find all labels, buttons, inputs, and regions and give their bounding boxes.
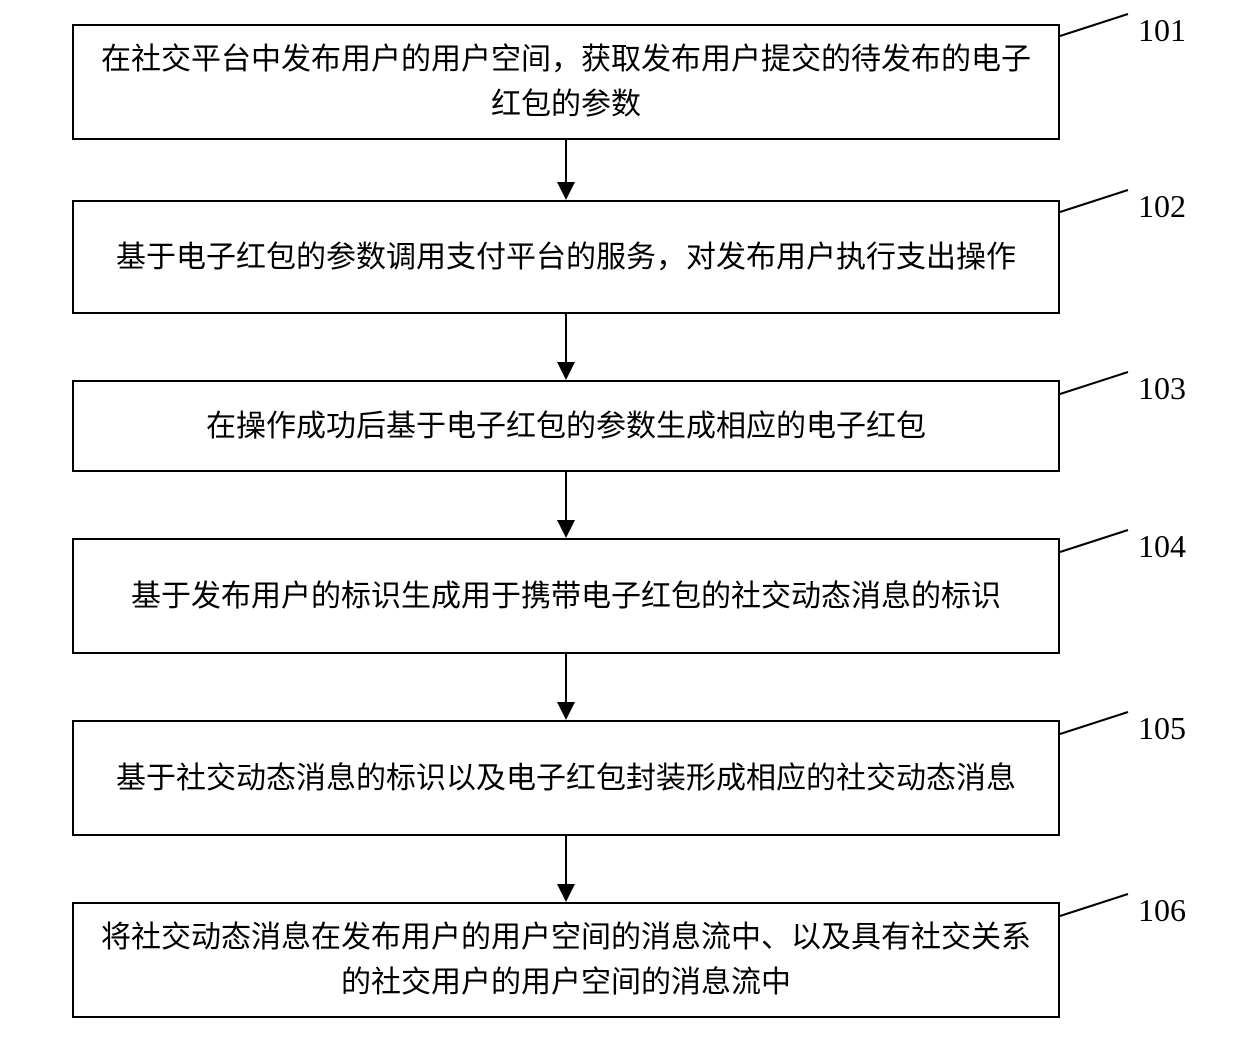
flowchart-step-box: 在社交平台中发布用户的用户空间，获取发布用户提交的待发布的电子红包的参数 bbox=[72, 24, 1060, 140]
flowchart-step-label: 101 bbox=[1138, 12, 1186, 49]
flowchart-step-box: 基于电子红包的参数调用支付平台的服务，对发布用户执行支出操作 bbox=[72, 200, 1060, 314]
flowchart-step-text: 在社交平台中发布用户的用户空间，获取发布用户提交的待发布的电子红包的参数 bbox=[94, 37, 1038, 127]
flowchart-step-label: 106 bbox=[1138, 892, 1186, 929]
flowchart-step-text: 将社交动态消息在发布用户的用户空间的消息流中、以及具有社交关系的社交用户的用户空… bbox=[94, 915, 1038, 1005]
callout-line bbox=[0, 0, 1240, 1048]
flowchart-arrow-head-icon bbox=[557, 182, 575, 200]
flowchart-step-box: 基于发布用户的标识生成用于携带电子红包的社交动态消息的标识 bbox=[72, 538, 1060, 654]
flowchart-arrow-shaft bbox=[565, 314, 567, 364]
flowchart-step-text: 基于发布用户的标识生成用于携带电子红包的社交动态消息的标识 bbox=[131, 574, 1001, 619]
flowchart-step-box: 基于社交动态消息的标识以及电子红包封装形成相应的社交动态消息 bbox=[72, 720, 1060, 836]
flowchart-step-text: 在操作成功后基于电子红包的参数生成相应的电子红包 bbox=[206, 404, 926, 449]
flowchart-step-box: 在操作成功后基于电子红包的参数生成相应的电子红包 bbox=[72, 380, 1060, 472]
callout-line bbox=[0, 0, 1240, 1048]
flowchart-arrow-head-icon bbox=[557, 702, 575, 720]
flowchart-arrow-head-icon bbox=[557, 362, 575, 380]
flowchart-arrow-shaft bbox=[565, 654, 567, 704]
flowchart-step-label: 104 bbox=[1138, 528, 1186, 565]
flowchart-step-text: 基于电子红包的参数调用支付平台的服务，对发布用户执行支出操作 bbox=[116, 235, 1016, 280]
callout-line bbox=[0, 0, 1240, 1048]
callout-line bbox=[0, 0, 1240, 1048]
flowchart-arrow-head-icon bbox=[557, 520, 575, 538]
flowchart-step-label: 105 bbox=[1138, 710, 1186, 747]
callout-line bbox=[0, 0, 1240, 1048]
flowchart-arrow-shaft bbox=[565, 472, 567, 522]
flowchart-step-label: 103 bbox=[1138, 370, 1186, 407]
flowchart-step-label: 102 bbox=[1138, 188, 1186, 225]
flowchart-arrow-shaft bbox=[565, 140, 567, 184]
flowchart-canvas: 在社交平台中发布用户的用户空间，获取发布用户提交的待发布的电子红包的参数 101 基… bbox=[0, 0, 1240, 1048]
callout-line bbox=[0, 0, 1240, 1048]
flowchart-arrow-shaft bbox=[565, 836, 567, 886]
flowchart-step-text: 基于社交动态消息的标识以及电子红包封装形成相应的社交动态消息 bbox=[116, 756, 1016, 801]
flowchart-arrow-head-icon bbox=[557, 884, 575, 902]
flowchart-step-box: 将社交动态消息在发布用户的用户空间的消息流中、以及具有社交关系的社交用户的用户空… bbox=[72, 902, 1060, 1018]
